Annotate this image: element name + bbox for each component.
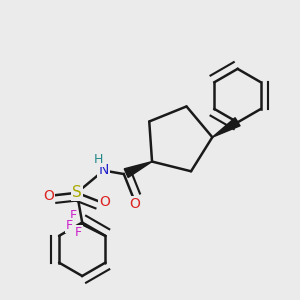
Text: O: O [130, 197, 140, 211]
Text: F: F [65, 219, 73, 232]
Text: O: O [44, 189, 54, 203]
Text: O: O [99, 195, 110, 209]
Text: N: N [98, 164, 109, 178]
Text: H: H [94, 153, 103, 166]
Polygon shape [124, 162, 152, 178]
Text: F: F [70, 209, 77, 222]
Polygon shape [212, 118, 240, 137]
Text: F: F [75, 226, 82, 239]
Text: S: S [72, 185, 82, 200]
